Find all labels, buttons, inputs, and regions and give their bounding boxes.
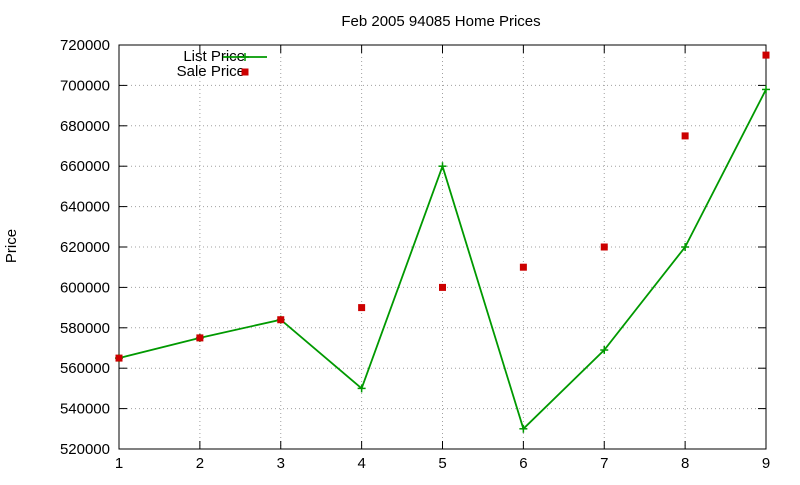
x-tick-label: 9 [762, 455, 770, 472]
x-tick-label: 5 [438, 455, 446, 472]
y-tick-label: 660000 [60, 158, 110, 175]
sale-price-point [439, 283, 446, 291]
y-tick-label: 700000 [60, 77, 110, 94]
chart-title: Feb 2005 94085 Home Prices [341, 13, 540, 30]
x-tick-label: 6 [519, 455, 527, 472]
sale-price-point [196, 334, 204, 342]
y-tick-label: 600000 [60, 279, 110, 296]
x-tick-label: 7 [600, 455, 608, 472]
y-tick-label: 720000 [60, 37, 110, 54]
sale-price-point [115, 354, 123, 362]
sale-price-point [681, 132, 689, 140]
y-tick-label: 520000 [60, 441, 110, 458]
sale-price-point [600, 243, 608, 251]
legend: List Price Sale Price [177, 48, 267, 80]
axis-layer: 520000 540000 560000 580000 600000 620000 6400… [60, 37, 770, 472]
series-layer [115, 51, 770, 433]
sale-price-point [277, 316, 285, 324]
sale-price-point [762, 51, 770, 59]
x-tick-label: 1 [115, 455, 123, 472]
y-tick-label: 540000 [60, 401, 110, 418]
y-tick-label: 640000 [60, 199, 110, 216]
x-tick-label: 8 [681, 455, 689, 472]
grid-layer [119, 45, 766, 449]
y-tick-label: 680000 [60, 118, 110, 135]
legend-label-sale-price: Sale Price [177, 63, 245, 80]
y-tick-label: 560000 [60, 360, 110, 377]
legend-marker-sale-price [241, 68, 249, 76]
y-axis-label: Price [3, 229, 20, 263]
sale-price-point [358, 304, 366, 312]
y-tick-label: 620000 [60, 239, 110, 256]
x-tick-label: 3 [277, 455, 285, 472]
x-tick-label: 2 [196, 455, 204, 472]
sale-price-point [519, 263, 527, 271]
y-tick-label: 580000 [60, 320, 110, 337]
x-tick-label: 4 [357, 455, 365, 472]
legend-label-list-price: List Price [183, 48, 245, 65]
legend-markers [223, 53, 267, 76]
